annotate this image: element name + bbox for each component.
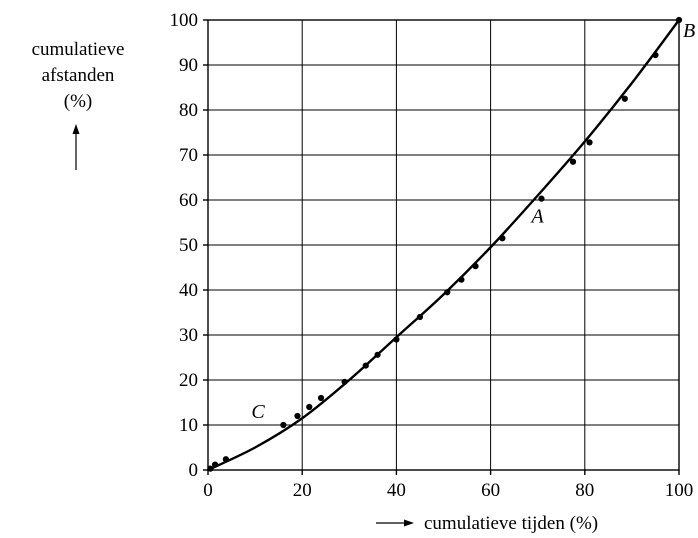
y-axis-label-line3: (%): [64, 91, 92, 112]
data-point: [538, 195, 545, 202]
y-tick-label: 60: [179, 190, 198, 211]
y-tick-label: 90: [179, 55, 198, 76]
point-annotations: A B C: [251, 20, 695, 423]
y-axis-label-line2: afstanden: [42, 65, 115, 86]
y-tick-label: 0: [189, 460, 199, 481]
data-point: [211, 461, 219, 468]
y-tick-label: 100: [170, 10, 199, 31]
point-label-a: A: [529, 206, 544, 228]
x-tick-label: 20: [293, 480, 312, 501]
y-tick-label: 10: [179, 415, 198, 436]
data-point: [393, 336, 400, 343]
data-point: [472, 263, 479, 270]
point-label-b: B: [683, 20, 695, 42]
x-tick-label: 100: [665, 480, 694, 501]
x-tick-label: 80: [575, 480, 594, 501]
point-label-c: C: [251, 401, 265, 423]
data-points: [207, 16, 683, 472]
data-point: [317, 394, 325, 402]
data-point: [652, 52, 659, 59]
data-point: [341, 378, 348, 385]
data-point: [569, 158, 577, 165]
data-point: [458, 276, 465, 283]
data-point: [416, 313, 424, 321]
x-axis-arrow-icon: [376, 519, 414, 527]
data-point: [621, 95, 628, 102]
data-point: [444, 289, 451, 296]
y-tick-label: 40: [179, 280, 198, 301]
y-tick-label: 20: [179, 370, 198, 391]
y-tick-labels: 0 10 20 30 40 50 60 70 80 90 100: [170, 10, 199, 481]
data-point: [222, 456, 229, 463]
data-point: [374, 351, 381, 358]
data-point: [499, 235, 506, 242]
x-tick-label: 40: [387, 480, 406, 501]
data-point: [362, 362, 369, 369]
x-axis-label: cumulatieve tijden (%): [424, 513, 598, 534]
x-tick-label: 60: [481, 480, 500, 501]
data-point: [294, 412, 301, 420]
y-axis-arrow-icon: [72, 124, 80, 170]
data-point: [586, 139, 593, 146]
x-tick-labels: 0 20 40 60 80 100: [203, 480, 693, 501]
data-point: [306, 403, 313, 411]
y-axis-label-line1: cumulatieve: [32, 39, 125, 60]
y-tick-label: 80: [179, 100, 198, 121]
y-tick-label: 50: [179, 235, 198, 256]
x-tick-label: 0: [203, 480, 213, 501]
y-tick-label: 70: [179, 145, 198, 166]
data-point: [207, 465, 214, 472]
data-point: [675, 16, 683, 24]
trend-curve: [207, 19, 680, 472]
grid: [203, 19, 680, 475]
data-point: [280, 421, 287, 429]
trend-curve-group: [207, 19, 680, 472]
y-tick-label: 30: [179, 325, 198, 346]
